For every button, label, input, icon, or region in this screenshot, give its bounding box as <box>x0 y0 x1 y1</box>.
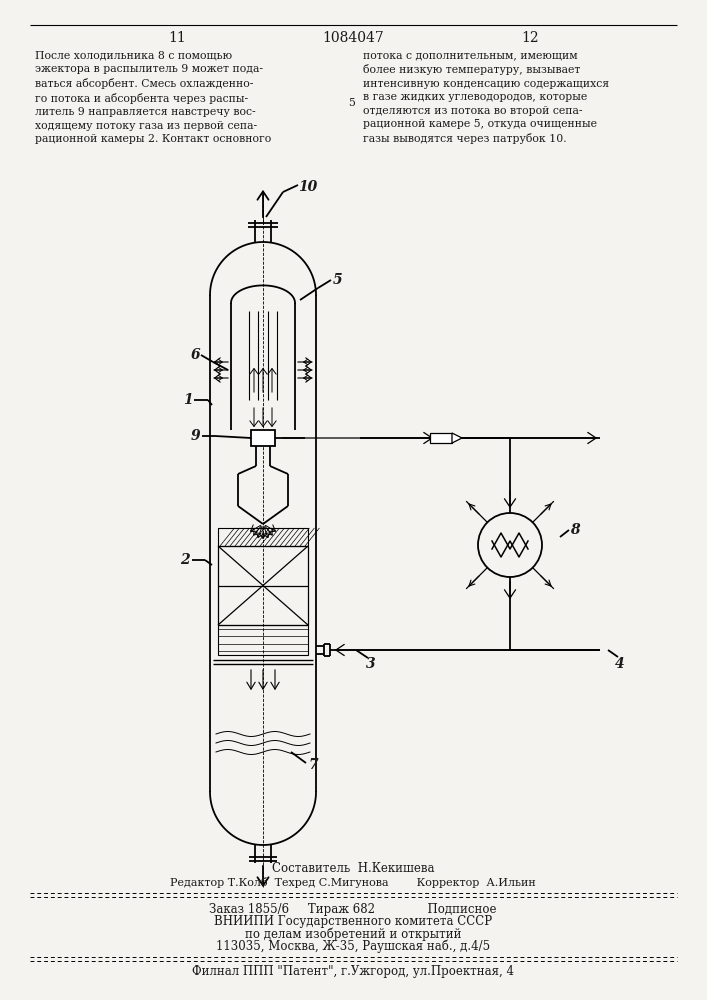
Text: потока с дополнительным, имеющим
более низкую температуру, вызывает
интенсивную : потока с дополнительным, имеющим более н… <box>363 50 609 144</box>
Text: После холодильника 8 с помощью
эжектора в распылитель 9 может пода-
ваться абсор: После холодильника 8 с помощью эжектора … <box>35 50 271 144</box>
Text: 4: 4 <box>615 657 625 671</box>
Text: 8: 8 <box>570 523 580 537</box>
Text: 6: 6 <box>190 348 200 362</box>
Bar <box>218 546 308 625</box>
Text: 1: 1 <box>183 393 193 407</box>
Text: 11: 11 <box>168 31 186 45</box>
Text: 113035, Москва, Ж-35, Раушская наб., д.4/5: 113035, Москва, Ж-35, Раушская наб., д.4… <box>216 939 490 953</box>
Text: 2: 2 <box>180 553 189 567</box>
Bar <box>251 430 275 446</box>
Text: Заказ 1855/6     Тираж 682              Подписное: Заказ 1855/6 Тираж 682 Подписное <box>209 902 497 916</box>
Text: 9: 9 <box>190 429 200 443</box>
Text: 10: 10 <box>298 180 317 194</box>
Text: Редактор Т.Колб  Техред С.Мигунова        Корректор  А.Ильин: Редактор Т.Колб Техред С.Мигунова Коррек… <box>170 876 536 888</box>
Text: 5: 5 <box>333 273 343 287</box>
Bar <box>218 625 308 655</box>
Text: 1084047: 1084047 <box>322 31 384 45</box>
Text: по делам изобретений и открытий: по делам изобретений и открытий <box>245 927 461 941</box>
Bar <box>430 433 452 443</box>
Text: Составитель  Н.Кекишева: Составитель Н.Кекишева <box>271 861 434 874</box>
Text: 5: 5 <box>349 98 356 108</box>
Text: 7: 7 <box>308 758 318 772</box>
Text: 3: 3 <box>366 657 376 671</box>
Text: ВНИИПИ Государственного комитета СССР: ВНИИПИ Государственного комитета СССР <box>214 916 492 928</box>
Bar <box>218 528 308 546</box>
Text: Филнал ППП "Патент", г.Ужгород, ул.Проектная, 4: Филнал ППП "Патент", г.Ужгород, ул.Проек… <box>192 964 514 978</box>
Text: 12: 12 <box>521 31 539 45</box>
Polygon shape <box>452 433 462 443</box>
